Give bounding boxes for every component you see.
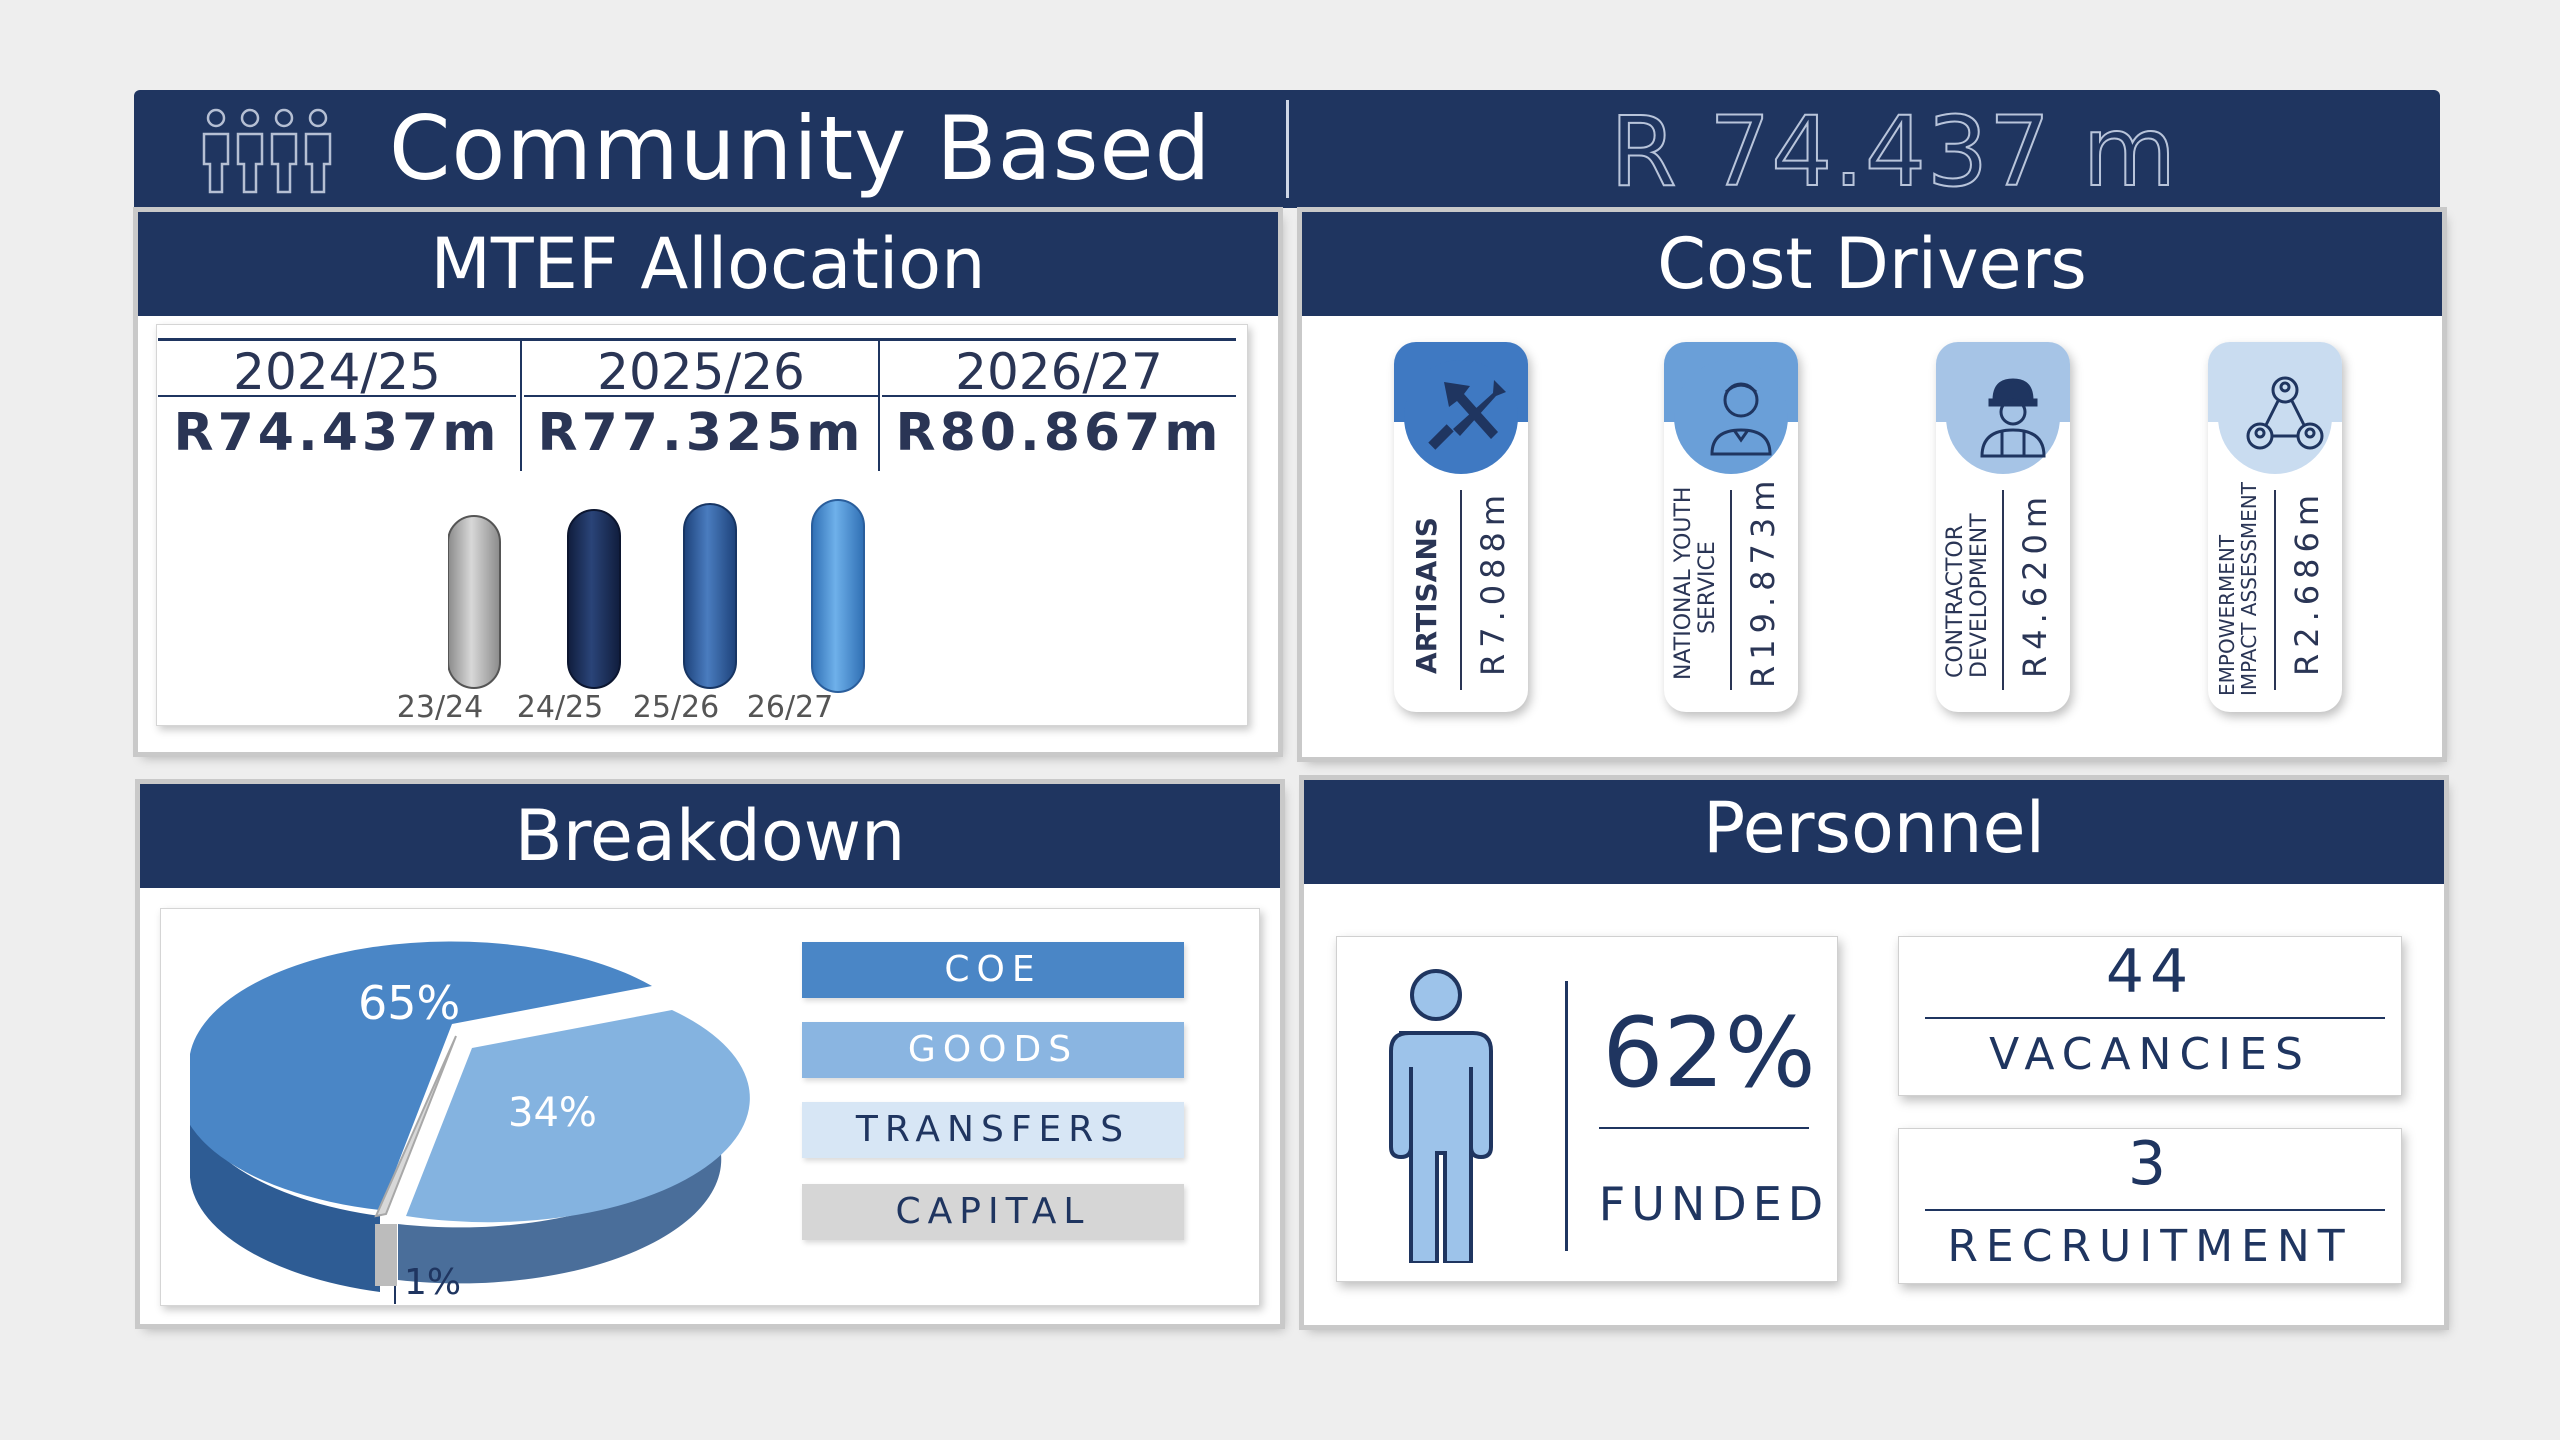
driver-name-line: DEVELOPMENT	[1967, 513, 1992, 678]
driver-name-line: IMPACT ASSESSMENT	[2237, 482, 2261, 696]
funded-divider	[1565, 981, 1568, 1251]
page-title: Community Based	[389, 97, 1212, 200]
pie-slice-34	[406, 1010, 750, 1223]
mtef-year: 2025/26	[524, 341, 878, 401]
driver-name-line: SERVICE	[1695, 541, 1720, 634]
vacancies-rule	[1925, 1017, 2385, 1019]
mtef-separator	[878, 341, 880, 471]
legend-transfers: TRANSFERS	[802, 1102, 1184, 1158]
driver-circle	[1946, 360, 2060, 474]
mtef-year: 2024/25	[158, 341, 516, 401]
pill-23-24	[448, 515, 501, 689]
mtef-column: 2026/27 R80.867m	[882, 341, 1236, 471]
pie-label-1: 1%	[404, 1262, 462, 1303]
driver-amount: R19.873m	[1744, 474, 1782, 688]
header-divider	[1286, 100, 1289, 198]
recruitment-rule	[1925, 1209, 2385, 1211]
pie-slice-1	[374, 1035, 457, 1218]
recruitment-card: 3 RECRUITMENT	[1898, 1128, 2402, 1284]
person-icon	[1389, 969, 1493, 1263]
driver-name-line: NATIONAL YOUTH	[1671, 486, 1696, 680]
mtef-amount: R74.437m	[173, 403, 501, 463]
breakdown-pie-chart	[190, 941, 750, 1304]
youth-person-icon	[1710, 382, 1772, 456]
mtef-pill-last	[811, 499, 865, 693]
legend-capital: CAPITAL	[802, 1184, 1184, 1240]
funded-card: 62% FUNDED	[1336, 936, 1838, 1282]
people-group-icon	[202, 108, 332, 194]
driver-name-line: CONTRACTOR	[1943, 524, 1968, 678]
mtef-separator	[520, 341, 522, 471]
pie-side-large	[190, 1092, 380, 1292]
mtef-pills	[448, 503, 737, 689]
pie-slice-65	[190, 941, 652, 1210]
funded-value: 62%	[1602, 997, 1816, 1109]
total-allocation: R 74.437 m	[1609, 95, 2178, 209]
mtef-column: 2024/25 R74.437m	[158, 341, 516, 471]
mtef-column: 2025/26 R77.325m	[524, 341, 878, 471]
funded-rule	[1599, 1127, 1809, 1129]
pill-25-26	[683, 503, 737, 689]
personnel-panel: Personnel 62% FUNDED 44 VACANCIES 3 RECR…	[1304, 780, 2444, 1325]
pill-26-27	[811, 499, 865, 693]
driver-circle	[2218, 360, 2332, 474]
network-people-icon	[2246, 376, 2324, 450]
driver-name: CONTRACTOR DEVELOPMENT	[1943, 513, 1992, 678]
pie-label-34: 34%	[508, 1090, 597, 1136]
cost-driver-card: NATIONAL YOUTH SERVICE R19.873m	[1664, 342, 1798, 712]
pill-label: 26/27	[746, 690, 834, 725]
driver-name-line: EMPOWERMENT	[2215, 534, 2239, 696]
cost-driver-card: CONTRACTOR DEVELOPMENT R4.620m	[1936, 342, 2070, 712]
cost-drivers-title: Cost Drivers	[1302, 212, 2442, 316]
mtef-allocation-panel: MTEF Allocation 2024/25 R74.437m 2025/26…	[138, 212, 1278, 752]
cost-driver-card: EMPOWERMENT IMPACT ASSESSMENT R2.686m	[2208, 342, 2342, 712]
driver-name: EMPOWERMENT IMPACT ASSESSMENT	[2215, 482, 2261, 696]
pill-label: 23/24	[396, 690, 484, 725]
driver-amount: R2.686m	[2288, 488, 2326, 676]
construction-worker-icon	[1980, 378, 2046, 458]
driver-divider	[2002, 490, 2004, 690]
hammer-icon	[1428, 380, 1506, 450]
pill-24-25	[567, 509, 621, 689]
driver-amount: R4.620m	[2016, 490, 2054, 678]
pie-side-medium	[398, 1084, 722, 1284]
driver-amount: R7.088m	[1474, 488, 1512, 676]
pie-side-small	[375, 1224, 397, 1286]
pill-label: 24/25	[516, 690, 604, 725]
dashboard-header: Community Based R 74.437 m	[134, 90, 2440, 209]
legend-goods: GOODS	[802, 1022, 1184, 1078]
cost-driver-card: ARTISANS R7.088m	[1394, 342, 1528, 712]
mtef-table: 2024/25 R74.437m 2025/26 R77.325m 2026/2…	[158, 338, 1236, 471]
driver-divider	[2274, 490, 2276, 690]
cost-drivers-panel: Cost Drivers ARTISANS R7.088m NATIONAL Y…	[1302, 212, 2442, 757]
mtef-amount: R80.867m	[895, 403, 1223, 463]
mtef-year: 2026/27	[882, 341, 1236, 401]
vacancies-value: 44	[2105, 937, 2195, 1007]
recruitment-label: RECRUITMENT	[1947, 1221, 2353, 1272]
recruitment-value: 3	[2127, 1129, 2173, 1199]
vacancies-card: 44 VACANCIES	[1898, 936, 2402, 1096]
driver-name: ARTISANS	[1410, 517, 1443, 674]
breakdown-panel: Breakdown 65% 34% 1% COE GOODS TRANSFERS…	[140, 784, 1280, 1324]
legend-coe: COE	[802, 942, 1184, 998]
breakdown-title: Breakdown	[140, 784, 1280, 888]
mtef-amount: R77.325m	[537, 403, 865, 463]
pill-label: 25/26	[632, 690, 720, 725]
driver-divider	[1460, 490, 1462, 690]
driver-name: NATIONAL YOUTH SERVICE	[1671, 486, 1720, 680]
pie-label-65: 65%	[358, 976, 461, 1030]
driver-divider	[1730, 490, 1732, 690]
vacancies-label: VACANCIES	[1989, 1029, 2311, 1080]
driver-circle	[1404, 360, 1518, 474]
driver-circle	[1674, 360, 1788, 474]
personnel-title: Personnel	[1304, 780, 2444, 884]
mtef-title: MTEF Allocation	[138, 212, 1278, 316]
funded-label: FUNDED	[1598, 1177, 1830, 1231]
